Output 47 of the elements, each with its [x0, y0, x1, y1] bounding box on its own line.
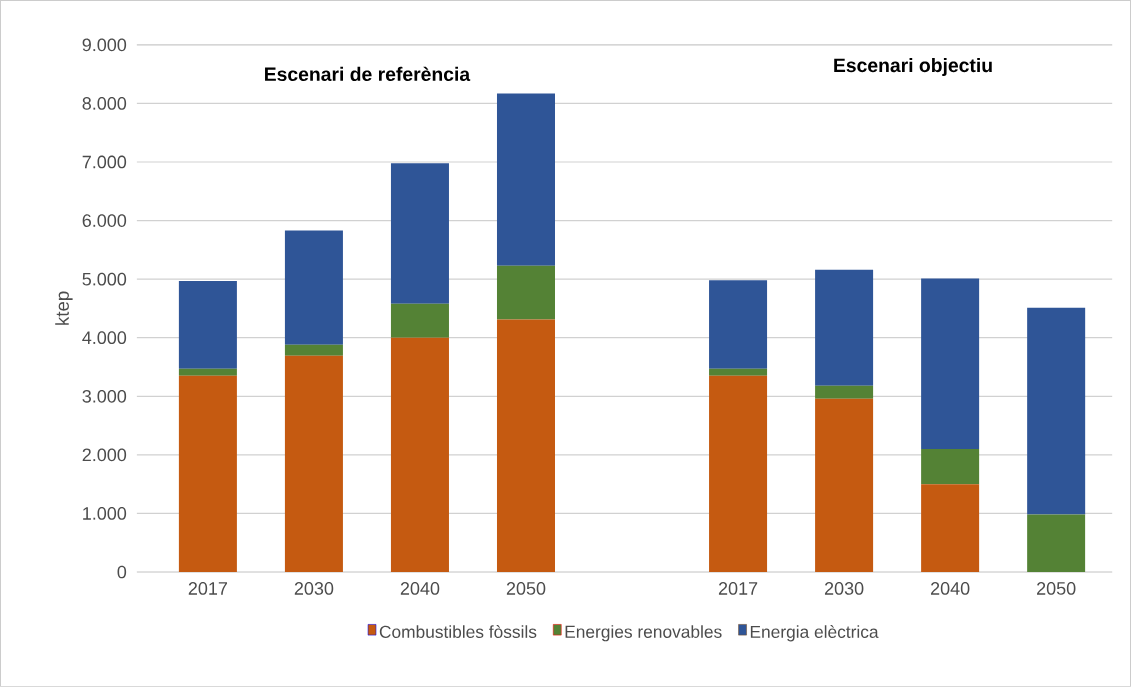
y-tick-label: 1.000	[83, 507, 127, 520]
y-tick-label: 3.000	[82, 389, 127, 403]
x-tick-label: 2040	[400, 582, 440, 595]
y-tick-label: 5.000	[82, 272, 127, 286]
y-tick-label: 0	[117, 565, 127, 579]
bar	[390, 163, 449, 304]
y-tick-label: 6.000	[82, 214, 127, 227]
x-tick-label: 2017	[188, 582, 228, 595]
x-tick-label: 2040	[930, 582, 970, 595]
bar	[178, 375, 237, 573]
bar	[178, 280, 237, 369]
bar	[815, 269, 874, 386]
bar	[921, 484, 980, 573]
annotation: Escenari de referència	[265, 66, 471, 82]
bar	[709, 375, 768, 573]
bar	[390, 337, 449, 573]
bar	[815, 385, 874, 399]
bar	[1027, 307, 1086, 515]
bar	[921, 278, 980, 450]
bar	[815, 398, 874, 573]
legend-label: Combustibles fòssils	[379, 625, 537, 639]
bar	[390, 303, 449, 338]
y-tick-label: 9.000	[82, 38, 127, 52]
y-tick-label: 2.000	[82, 448, 127, 462]
bar	[709, 368, 768, 376]
x-tick-label: 2050	[506, 582, 546, 595]
y-tick-label: 4.000	[82, 331, 127, 345]
bar	[284, 230, 343, 345]
bar	[284, 355, 343, 573]
x-tick-label: 2030	[824, 582, 864, 595]
y-axis-title: ktep	[55, 291, 73, 325]
bar	[709, 280, 768, 369]
legend-label: Energies renovables	[565, 625, 722, 642]
bar	[284, 344, 343, 356]
bar	[496, 319, 555, 573]
bar	[496, 265, 555, 320]
bar	[921, 449, 980, 485]
legend-label: Energia elèctrica	[750, 625, 879, 642]
bar	[178, 368, 237, 376]
annotation: Escenari objectiu	[834, 58, 992, 77]
x-tick-label: 2030	[294, 582, 334, 595]
bar	[496, 93, 555, 266]
x-tick-label: 2050	[1037, 582, 1076, 595]
y-tick-label: 8.000	[82, 97, 127, 110]
y-tick-label: 7.000	[82, 155, 127, 169]
bar	[1027, 514, 1086, 573]
x-tick-label: 2017	[718, 582, 758, 595]
